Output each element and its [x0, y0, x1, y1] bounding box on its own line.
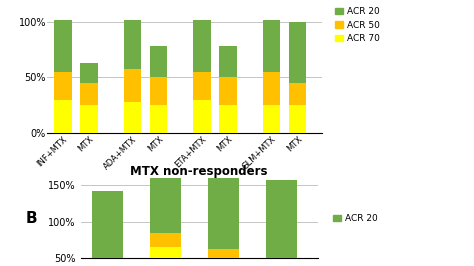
Bar: [193, 100, 210, 133]
Bar: [150, 149, 181, 233]
Bar: [124, 69, 141, 102]
Bar: [289, 22, 306, 83]
Legend: ACR 20: ACR 20: [329, 211, 381, 227]
Bar: [266, 180, 298, 258]
Text: B: B: [26, 211, 38, 226]
Bar: [289, 105, 306, 133]
Bar: [124, 20, 141, 69]
Bar: [150, 233, 181, 247]
Bar: [263, 105, 280, 133]
Bar: [92, 190, 123, 258]
Bar: [124, 102, 141, 133]
Bar: [150, 105, 167, 133]
Text: MTX non-responders: MTX non-responders: [130, 165, 268, 178]
Bar: [208, 167, 239, 249]
Bar: [193, 20, 210, 72]
Bar: [80, 63, 98, 83]
Legend: ACR 20, ACR 50, ACR 70: ACR 20, ACR 50, ACR 70: [335, 7, 380, 43]
Bar: [289, 83, 306, 105]
Bar: [150, 77, 167, 105]
Bar: [150, 247, 181, 258]
Bar: [208, 249, 239, 258]
Bar: [54, 100, 72, 133]
Bar: [219, 77, 237, 105]
Bar: [150, 46, 167, 77]
Bar: [263, 72, 280, 105]
Bar: [219, 46, 237, 77]
Bar: [219, 105, 237, 133]
Bar: [193, 72, 210, 100]
Bar: [80, 105, 98, 133]
Bar: [54, 72, 72, 100]
Bar: [263, 20, 280, 72]
Bar: [54, 20, 72, 72]
Bar: [80, 83, 98, 105]
